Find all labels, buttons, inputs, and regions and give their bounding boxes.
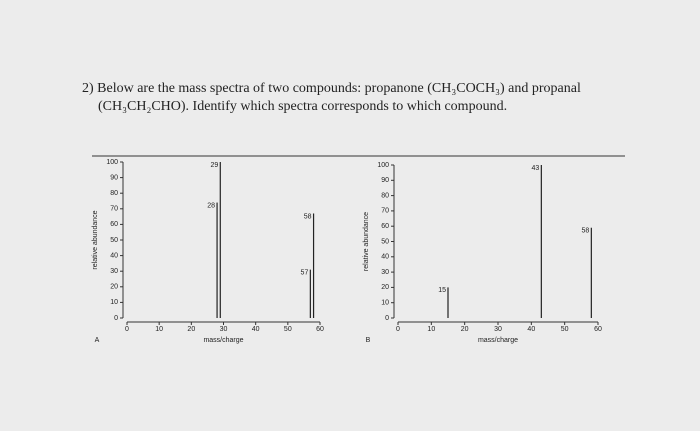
peak-label: 29	[210, 162, 218, 169]
y-tick-label: 10	[110, 299, 118, 306]
y-tick-label: 30	[110, 268, 118, 275]
y-tick-label: 10	[381, 300, 389, 307]
x-tick-label: 30	[220, 326, 228, 333]
y-tick-label: 50	[381, 238, 389, 245]
y-tick-label: 20	[381, 284, 389, 291]
peak-label: 58	[304, 213, 312, 220]
x-axis-label: mass/charge	[478, 337, 518, 344]
peak-label: 28	[207, 202, 215, 209]
peak	[312, 213, 315, 318]
x-tick-label: 40	[252, 326, 260, 333]
x-tick-label: 10	[427, 326, 435, 333]
x-tick-label: 0	[396, 326, 400, 333]
panel-label: A	[95, 337, 100, 344]
y-tick-label: 0	[114, 315, 118, 322]
x-tick-label: 50	[284, 326, 292, 333]
y-axis-label: relative abundance	[92, 210, 99, 269]
x-tick-label: 40	[527, 326, 535, 333]
x-tick-label: 20	[187, 326, 195, 333]
panel-label: B	[366, 337, 371, 344]
y-tick-label: 70	[381, 208, 389, 215]
y-tick-label: 40	[381, 254, 389, 261]
peak	[540, 165, 542, 318]
peak-label: 58	[582, 228, 590, 235]
y-tick-label: 100	[106, 159, 118, 166]
question-line: (CH₃CH₂CHO). Identify which spectra corr…	[98, 99, 507, 114]
y-tick-label: 100	[377, 162, 389, 169]
peak	[447, 287, 449, 318]
y-tick-label: 70	[110, 206, 118, 213]
peak	[309, 269, 311, 318]
y-tick-label: 0	[385, 315, 389, 322]
x-tick-label: 30	[494, 326, 502, 333]
peak-label: 57	[301, 269, 309, 276]
peak	[216, 202, 218, 318]
x-tick-label: 60	[594, 326, 602, 333]
y-tick-label: 80	[110, 190, 118, 197]
y-tick-label: 90	[110, 174, 118, 181]
y-tick-label: 80	[381, 192, 389, 199]
y-tick-label: 60	[381, 223, 389, 230]
x-tick-label: 20	[461, 326, 469, 333]
y-tick-label: 50	[110, 237, 118, 244]
peak-label: 43	[532, 165, 540, 172]
x-tick-label: 10	[155, 326, 163, 333]
peak-label: 15	[438, 287, 446, 294]
x-tick-label: 0	[125, 326, 129, 333]
y-tick-label: 40	[110, 252, 118, 259]
peak	[590, 227, 592, 318]
y-axis-label: relative abundance	[363, 212, 370, 271]
y-tick-label: 90	[381, 177, 389, 184]
x-axis-label: mass/charge	[203, 337, 243, 344]
y-tick-label: 20	[110, 284, 118, 291]
x-tick-label: 60	[316, 326, 324, 333]
question-line: 2) Below are the mass spectra of two com…	[82, 81, 581, 96]
y-tick-label: 60	[110, 221, 118, 228]
peak	[219, 162, 221, 318]
y-tick-label: 30	[381, 269, 389, 276]
x-tick-label: 50	[561, 326, 569, 333]
